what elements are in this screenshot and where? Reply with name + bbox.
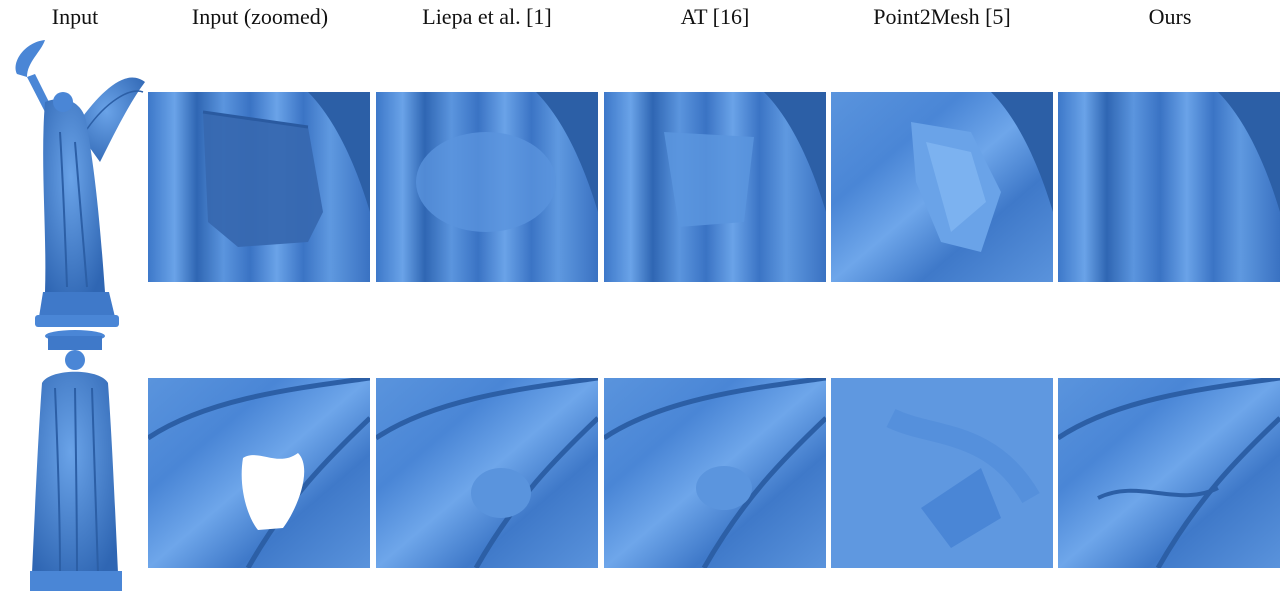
panel-angel-point2mesh — [831, 92, 1053, 282]
panel-angel-ours — [1058, 92, 1280, 282]
angel-statue-image — [5, 32, 147, 330]
caryatid-statue-image — [20, 328, 130, 596]
header-point2mesh: Point2Mesh [5] — [873, 4, 1011, 29]
panel-caryatid-input-zoomed — [148, 378, 370, 568]
header-input: Input — [51, 4, 99, 29]
panel-angel-liepa — [376, 92, 598, 282]
panel-angel-at — [604, 92, 826, 282]
panel-caryatid-at — [604, 378, 826, 568]
header-ours: Ours — [1148, 4, 1192, 29]
panel-angel-input-zoomed — [148, 92, 370, 282]
header-at: AT [16] — [680, 4, 750, 29]
panel-caryatid-point2mesh — [831, 378, 1053, 568]
panel-caryatid-ours — [1058, 378, 1280, 568]
header-liepa: Liepa et al. [1] — [422, 4, 552, 29]
header-input-zoomed: Input (zoomed) — [191, 4, 329, 29]
panel-caryatid-liepa — [376, 378, 598, 568]
